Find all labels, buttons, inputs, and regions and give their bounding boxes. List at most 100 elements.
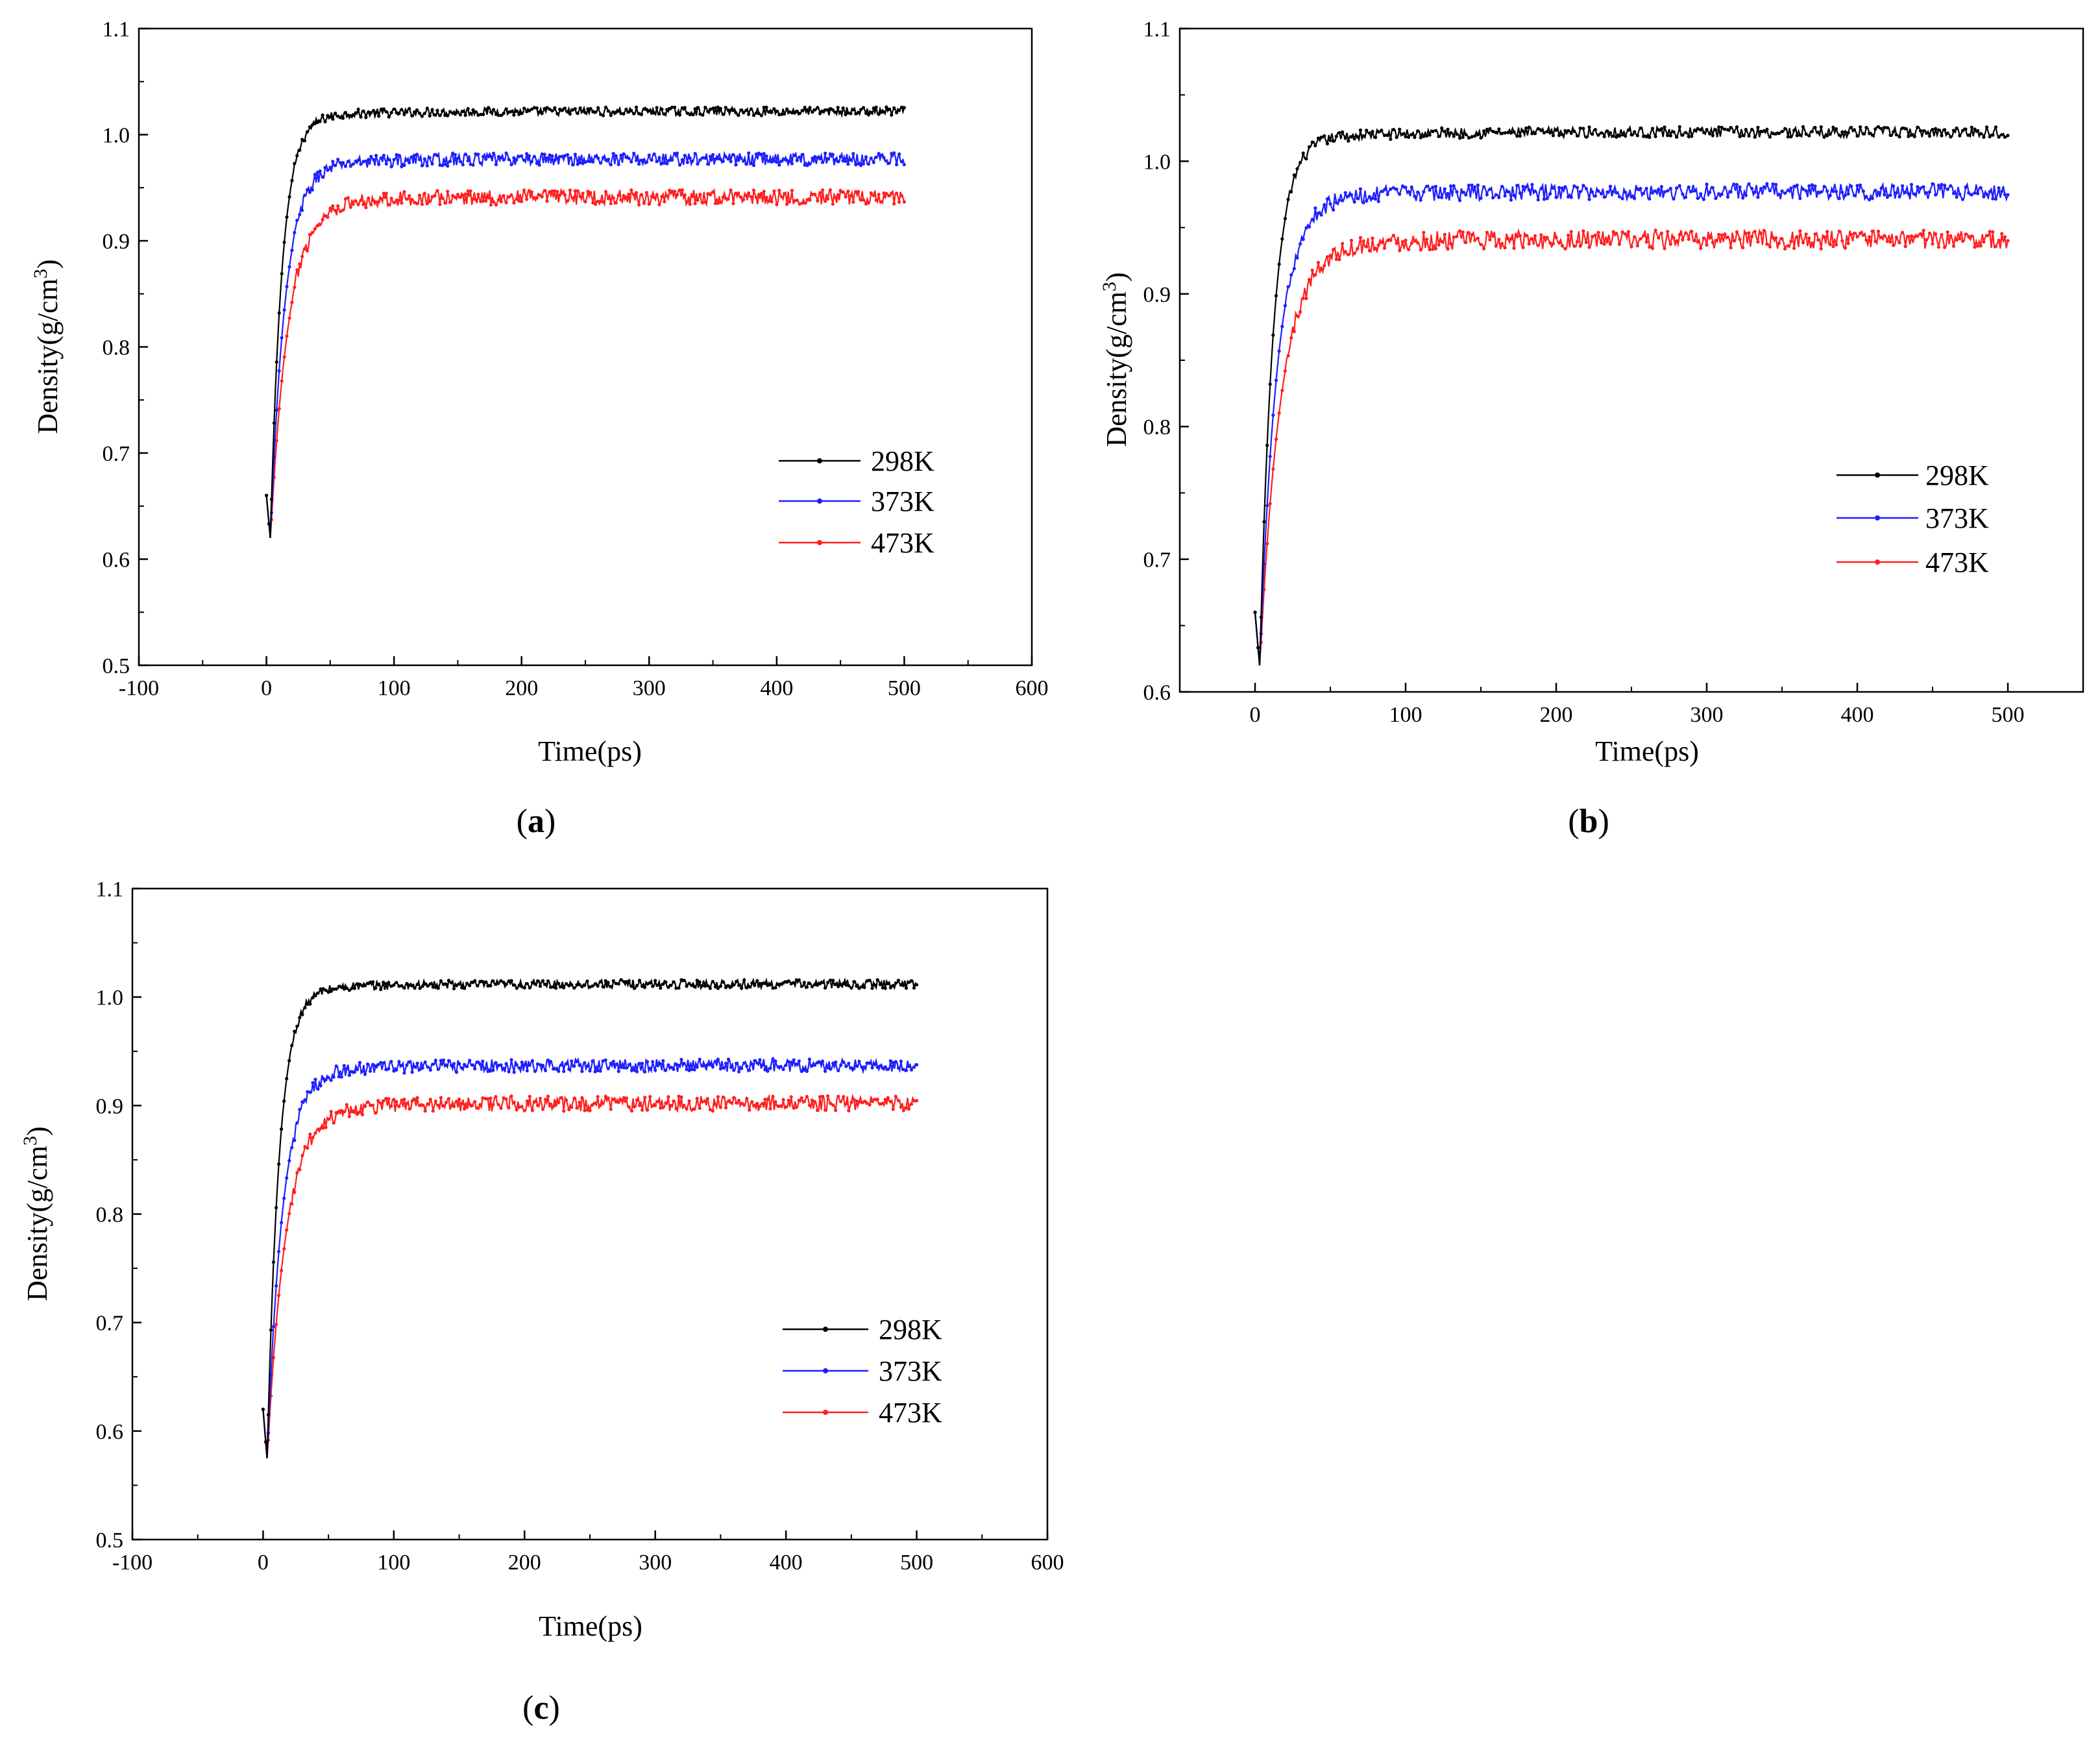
data-point [657, 156, 661, 160]
data-point [705, 1097, 709, 1101]
data-point [655, 160, 659, 164]
x-tick-label: 200 [508, 1551, 541, 1575]
data-point [374, 200, 378, 204]
data-point [1374, 136, 1378, 140]
data-point [1852, 128, 1856, 132]
data-point [1500, 241, 1504, 245]
data-point [622, 979, 626, 984]
x-tick-label: 300 [639, 1551, 672, 1575]
data-point [685, 200, 689, 204]
data-point [319, 1127, 323, 1131]
data-point [737, 191, 740, 195]
data-point [499, 156, 503, 160]
legend-marker-473k [817, 540, 822, 545]
data-point [565, 110, 570, 114]
data-point [1690, 134, 1694, 138]
data-point [1960, 197, 1964, 201]
data-point [646, 1060, 650, 1064]
data-point [491, 108, 496, 112]
data-point [1879, 186, 1883, 190]
data-point [1524, 234, 1528, 238]
data-point [1810, 130, 1814, 134]
data-point [711, 106, 715, 110]
data-point [431, 985, 435, 989]
data-point [425, 106, 429, 110]
data-point [690, 1067, 694, 1072]
data-point [308, 1090, 312, 1094]
y-axis-title: Density(g/cm3) [19, 1126, 54, 1301]
data-point [877, 112, 881, 116]
data-point [1807, 134, 1811, 138]
data-point [731, 153, 735, 156]
data-point [575, 1106, 579, 1110]
data-point [305, 130, 310, 134]
data-point [862, 985, 866, 989]
data-point [487, 154, 491, 158]
data-point [548, 107, 552, 111]
data-point [494, 162, 498, 167]
data-point [619, 198, 623, 202]
data-point [721, 1066, 726, 1070]
data-point [829, 978, 833, 982]
data-point [1283, 217, 1287, 221]
data-point [559, 1063, 563, 1067]
legend-marker-298k [823, 1327, 828, 1332]
series-473k [265, 188, 906, 538]
data-point [504, 1062, 508, 1066]
data-point [1413, 239, 1417, 243]
data-point [824, 986, 827, 990]
data-point [1666, 189, 1670, 193]
data-point [1720, 233, 1724, 237]
data-point [533, 982, 537, 986]
data-point [535, 1103, 540, 1107]
data-point [1870, 133, 1874, 137]
legend-item-298k: 298K [779, 445, 934, 477]
data-point [770, 110, 774, 114]
data-point [342, 1064, 346, 1068]
data-point [379, 1061, 383, 1064]
data-point [1675, 135, 1679, 139]
data-point [632, 151, 636, 155]
data-point [446, 164, 450, 168]
data-point [836, 1068, 840, 1073]
data-point [1979, 244, 1983, 248]
data-point [420, 164, 424, 167]
data-point [1789, 135, 1793, 139]
data-point [478, 1103, 482, 1107]
data-point [302, 247, 307, 251]
data-point [1380, 241, 1384, 245]
data-point [828, 188, 832, 192]
data-point [682, 978, 686, 982]
series-373k [1253, 181, 2010, 666]
data-point [757, 112, 761, 116]
data-point [1659, 185, 1663, 189]
data-point [780, 112, 784, 116]
data-point [1741, 196, 1745, 200]
data-point [1497, 238, 1501, 241]
data-point [321, 113, 324, 117]
data-point [596, 984, 600, 988]
data-point [1461, 135, 1465, 140]
data-point [395, 198, 398, 203]
data-point [535, 162, 539, 166]
data-point [421, 984, 424, 988]
data-point [300, 254, 304, 258]
data-point [1584, 135, 1588, 139]
data-point [1756, 240, 1760, 244]
data-point [1367, 195, 1371, 199]
data-point [277, 1249, 281, 1253]
data-point [650, 195, 653, 199]
data-point [463, 1062, 467, 1066]
data-point [599, 112, 603, 116]
data-point [706, 162, 710, 166]
data-point [1967, 133, 1971, 137]
data-point [1883, 234, 1886, 238]
data-point [757, 151, 761, 155]
data-point [726, 197, 730, 201]
data-point [800, 1096, 803, 1100]
data-point [1804, 232, 1808, 236]
data-point [666, 1095, 670, 1099]
data-point [807, 1057, 811, 1061]
data-point [428, 114, 432, 117]
data-point [1650, 247, 1655, 251]
